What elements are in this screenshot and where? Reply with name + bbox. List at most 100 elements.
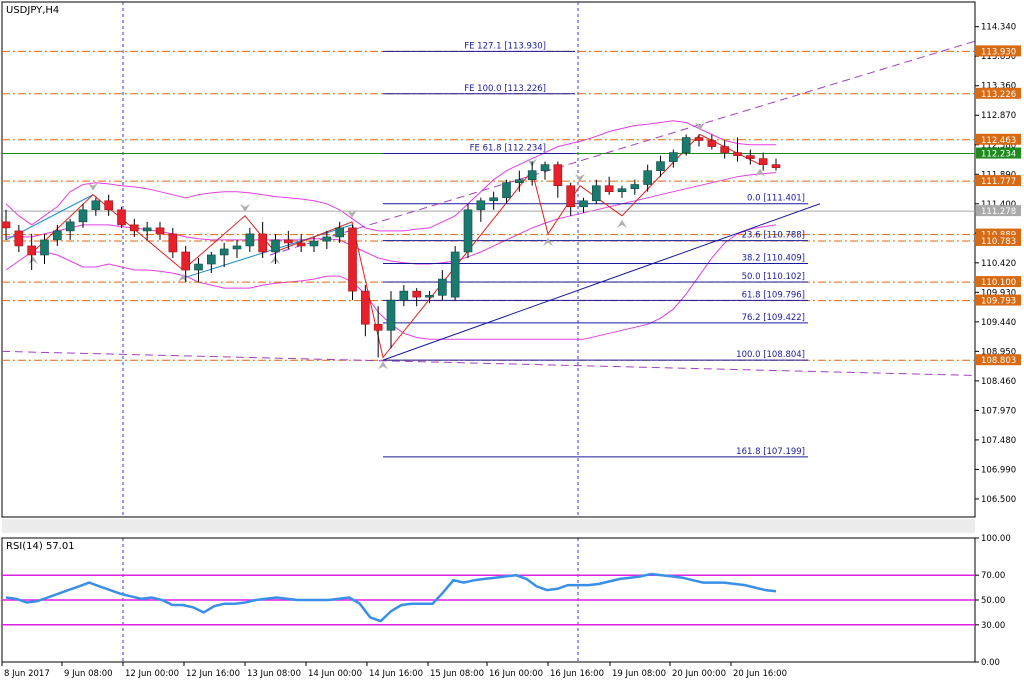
candle-54 xyxy=(694,134,704,147)
candle-body-12 xyxy=(155,227,165,235)
y-tick-label-2: 113.360 xyxy=(981,82,1016,92)
rsi-tick-label-3: 30.00 xyxy=(981,621,1005,631)
candle-body-8 xyxy=(104,200,113,211)
chart-title: USDJPY,H4 xyxy=(6,5,59,16)
y-tick-label-10: 109.440 xyxy=(981,318,1016,328)
candle-body-33 xyxy=(425,295,434,298)
y-tick-label-3: 112.870 xyxy=(981,111,1016,121)
candle-15 xyxy=(194,257,203,283)
time-axis: 8 Jun 2017 9 Jun 08:00 12 Jun 00:00 12 Jun … xyxy=(1,662,787,679)
price-tag-label-7: 110.783 xyxy=(981,237,1016,247)
candle-body-13 xyxy=(168,233,178,253)
price-tag-bg-1 xyxy=(976,87,1021,99)
fibo-label-6: 100.0 [108.804] xyxy=(736,350,805,360)
candle-58 xyxy=(746,149,755,165)
candle-57 xyxy=(733,137,742,162)
candle-body-60 xyxy=(771,164,781,168)
candle-32 xyxy=(412,288,421,307)
candle-body-37 xyxy=(476,200,486,211)
rsi-tick-label-4: 0.00 xyxy=(981,658,1000,668)
candle-56 xyxy=(720,140,729,159)
candle-44 xyxy=(566,182,575,216)
lower-channel-line xyxy=(1,350,976,376)
price-tag-bg-8 xyxy=(976,276,1021,288)
fe-label-2: FE 61.8 [112.234] xyxy=(470,144,546,154)
price-tag-0: 113.930 xyxy=(976,45,1021,57)
candle-7 xyxy=(91,197,101,216)
price-tag-label-2: 112.463 xyxy=(981,136,1016,146)
candle-27 xyxy=(348,224,357,301)
candle-1 xyxy=(14,224,24,252)
upper-channel-line xyxy=(269,40,976,256)
horizontal-levels: 0.0 [111.401] 23.6 [110.788] 38.2 [110.409… xyxy=(2,41,975,458)
candle-body-58 xyxy=(746,155,755,159)
candle-body-47 xyxy=(604,185,614,193)
candle-body-15 xyxy=(194,263,203,271)
candle-12 xyxy=(155,221,165,240)
price-tag-label-9: 109.793 xyxy=(981,297,1016,307)
candlesticks xyxy=(1,134,781,358)
candle-body-52 xyxy=(669,152,678,162)
candle-26 xyxy=(335,221,344,243)
candle-body-38 xyxy=(489,197,498,202)
price-tag-10: 108.803 xyxy=(976,354,1021,366)
y-tick-label-4: 112.380 xyxy=(981,141,1016,151)
candle-body-32 xyxy=(412,290,421,298)
candle-55 xyxy=(707,134,717,150)
candle-body-25 xyxy=(322,236,332,242)
candle-20 xyxy=(258,221,267,258)
y-tick-label-12: 108.460 xyxy=(981,377,1016,387)
y-tick-label-14: 107.480 xyxy=(981,436,1016,446)
main-price-panel xyxy=(1,1,976,518)
candle-11 xyxy=(142,221,152,240)
x-tick-label-8: 16 Jun 00:00 xyxy=(489,669,543,679)
fractal-arrow-0 xyxy=(28,255,38,264)
candle-body-45 xyxy=(579,200,588,208)
fibo-label-1: 23.6 [110.788] xyxy=(742,231,805,241)
candle-body-16 xyxy=(207,254,216,265)
uptrend-line xyxy=(382,203,821,361)
candle-25 xyxy=(322,230,332,249)
candle-body-49 xyxy=(630,184,640,190)
candle-36 xyxy=(463,203,473,258)
candle-13 xyxy=(168,227,178,258)
price-tag-bg-5 xyxy=(976,205,1021,217)
x-tick-label-5: 14 Jun 00:00 xyxy=(308,669,362,679)
candle-body-29 xyxy=(373,323,383,331)
price-tag-bg-2 xyxy=(976,133,1021,145)
rsi-tick-label-2: 50.00 xyxy=(981,596,1005,606)
candle-33 xyxy=(425,291,434,304)
candle-17 xyxy=(219,242,229,268)
candle-41 xyxy=(527,161,537,186)
price-tag-5: 111.278 xyxy=(976,205,1021,217)
candle-body-51 xyxy=(656,161,665,171)
price-tag-label-8: 110.100 xyxy=(981,278,1016,288)
candle-body-0 xyxy=(1,221,11,229)
candle-body-3 xyxy=(40,239,49,256)
rsi-title: RSI(14) 57.01 xyxy=(6,541,75,552)
price-tag-label-4: 111.777 xyxy=(981,177,1016,187)
candle-body-14 xyxy=(181,251,190,271)
candle-body-40 xyxy=(515,179,524,184)
candle-22 xyxy=(284,230,293,249)
candle-body-1 xyxy=(14,230,24,247)
candle-3 xyxy=(40,233,49,265)
candle-40 xyxy=(515,170,524,192)
candle-47 xyxy=(604,176,614,195)
candle-30 xyxy=(386,291,396,349)
candle-body-48 xyxy=(617,188,627,193)
fractal-arrow-8 xyxy=(543,237,553,246)
price-tag-7: 110.783 xyxy=(976,234,1021,247)
candle-body-26 xyxy=(335,227,344,238)
candle-body-4 xyxy=(53,230,62,241)
price-tag-bg-10 xyxy=(976,354,1021,366)
candle-body-9 xyxy=(117,209,126,226)
candle-52 xyxy=(669,149,678,168)
x-tick-label-4: 13 Jun 08:00 xyxy=(247,669,301,679)
candle-body-19 xyxy=(245,233,255,247)
rsi-tick-label-0: 100.00 xyxy=(981,534,1011,544)
candle-body-23 xyxy=(296,242,306,247)
candle-body-42 xyxy=(540,164,550,171)
candle-4 xyxy=(53,224,62,246)
